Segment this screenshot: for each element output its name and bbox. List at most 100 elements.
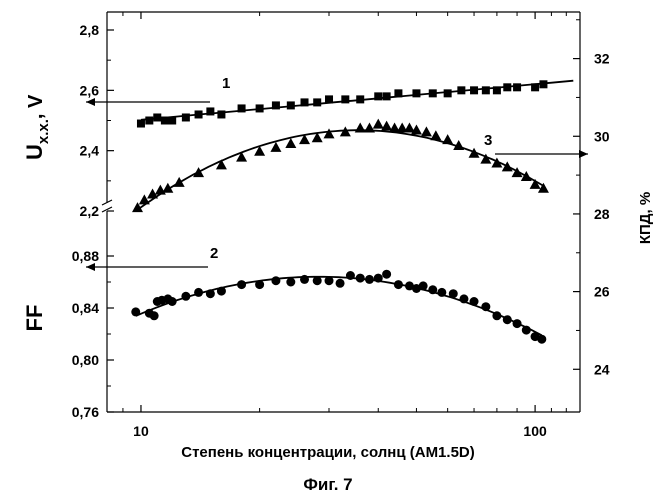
arrow-series-2-head [86,263,95,271]
data-point-square [313,98,321,106]
data-point-triangle [324,128,335,138]
data-point-triangle [502,161,513,171]
data-point-triangle [421,126,432,136]
annotation-label-2: 2 [210,245,218,262]
data-point-circle [449,289,458,298]
y-upper-tick-label: 2,2 [80,203,100,219]
data-point-triangle [139,194,150,204]
data-point-square [272,101,280,109]
data-point-square [503,83,511,91]
data-point-square [301,98,309,106]
data-point-triangle [430,130,441,140]
y-lower-tick-label: 0,88 [72,248,99,264]
data-point-triangle [216,159,227,169]
arrow-series-1-head [86,98,95,106]
data-point-circle [492,311,501,320]
y-right-tick-label: 28 [594,206,610,222]
data-point-circle [206,289,215,298]
data-point-square [531,83,539,91]
data-point-circle [470,297,479,306]
data-point-square [137,120,145,128]
data-point-circle [428,285,437,294]
data-point-circle [481,302,490,311]
data-point-circle [356,274,365,283]
data-point-circle [374,274,383,283]
y-upper-tick-label: 2,4 [80,143,100,159]
data-point-square [238,104,246,112]
data-point-square [444,89,452,97]
y-right-tick-label: 24 [594,361,610,377]
data-point-circle [437,288,446,297]
data-point-square [374,92,382,100]
data-point-circle [336,279,345,288]
data-point-square [412,89,420,97]
y-upper-tick-label: 2,6 [80,82,100,98]
data-point-triangle [521,171,532,181]
data-point-circle [217,287,226,296]
data-point-triangle [174,177,185,187]
data-point-triangle [373,119,384,129]
data-point-circle [513,319,522,328]
data-point-square [153,113,161,121]
data-point-square [429,89,437,97]
data-point-triangle [442,134,453,144]
data-point-circle [365,275,374,284]
data-point-square [356,95,364,103]
data-point-triangle [270,142,281,152]
data-point-square [493,86,501,94]
data-point-circle [181,292,190,301]
x-tick-label: 100 [523,423,547,439]
data-point-circle [237,280,246,289]
data-point-circle [522,326,531,335]
y-lower-tick-label: 0,80 [72,352,99,368]
data-point-square [256,104,264,112]
y-axis-right-label: КПД, % [637,192,654,244]
data-point-square [341,95,349,103]
data-point-triangle [355,123,366,133]
data-point-square [168,117,176,125]
data-point-circle [300,275,309,284]
data-point-circle [150,311,159,320]
annotation-label-3: 3 [484,132,492,149]
y-right-tick-label: 26 [594,284,610,300]
data-point-square [325,95,333,103]
data-point-circle [131,307,140,316]
data-point-square [206,107,214,115]
data-point-square [513,83,521,91]
x-axis-label: Степень концентрации, солнц (AM1.5D) [181,444,475,461]
axis-ticks [107,12,580,412]
data-point-circle [503,315,512,324]
data-point-circle [286,278,295,287]
y-lower-tick-label: 0,84 [72,300,99,316]
data-point-square [287,101,295,109]
data-markers [131,80,549,343]
data-point-circle [194,288,203,297]
data-point-circle [346,271,355,280]
data-point-circle [459,294,468,303]
data-point-circle [382,270,391,279]
data-point-circle [325,276,334,285]
data-point-circle [168,297,177,306]
data-point-circle [313,276,322,285]
data-point-square [195,110,203,118]
data-point-square [383,92,391,100]
y-right-tick-label: 30 [594,128,610,144]
data-point-square [161,117,169,125]
data-point-square [470,86,478,94]
data-point-triangle [193,167,204,177]
data-point-circle [394,280,403,289]
data-point-triangle [364,123,375,133]
y-right-tick-label: 32 [594,51,610,67]
data-point-circle [537,335,546,344]
plot-frame [102,12,580,412]
data-point-square [394,89,402,97]
x-tick-label: 10 [133,423,149,439]
y-lower-tick-label: 0,76 [72,404,99,420]
annotation-label-1: 1 [222,75,230,92]
data-point-triangle [381,121,392,131]
data-point-square [457,86,465,94]
data-point-square [482,86,490,94]
data-point-square [145,117,153,125]
data-point-square [539,80,547,88]
